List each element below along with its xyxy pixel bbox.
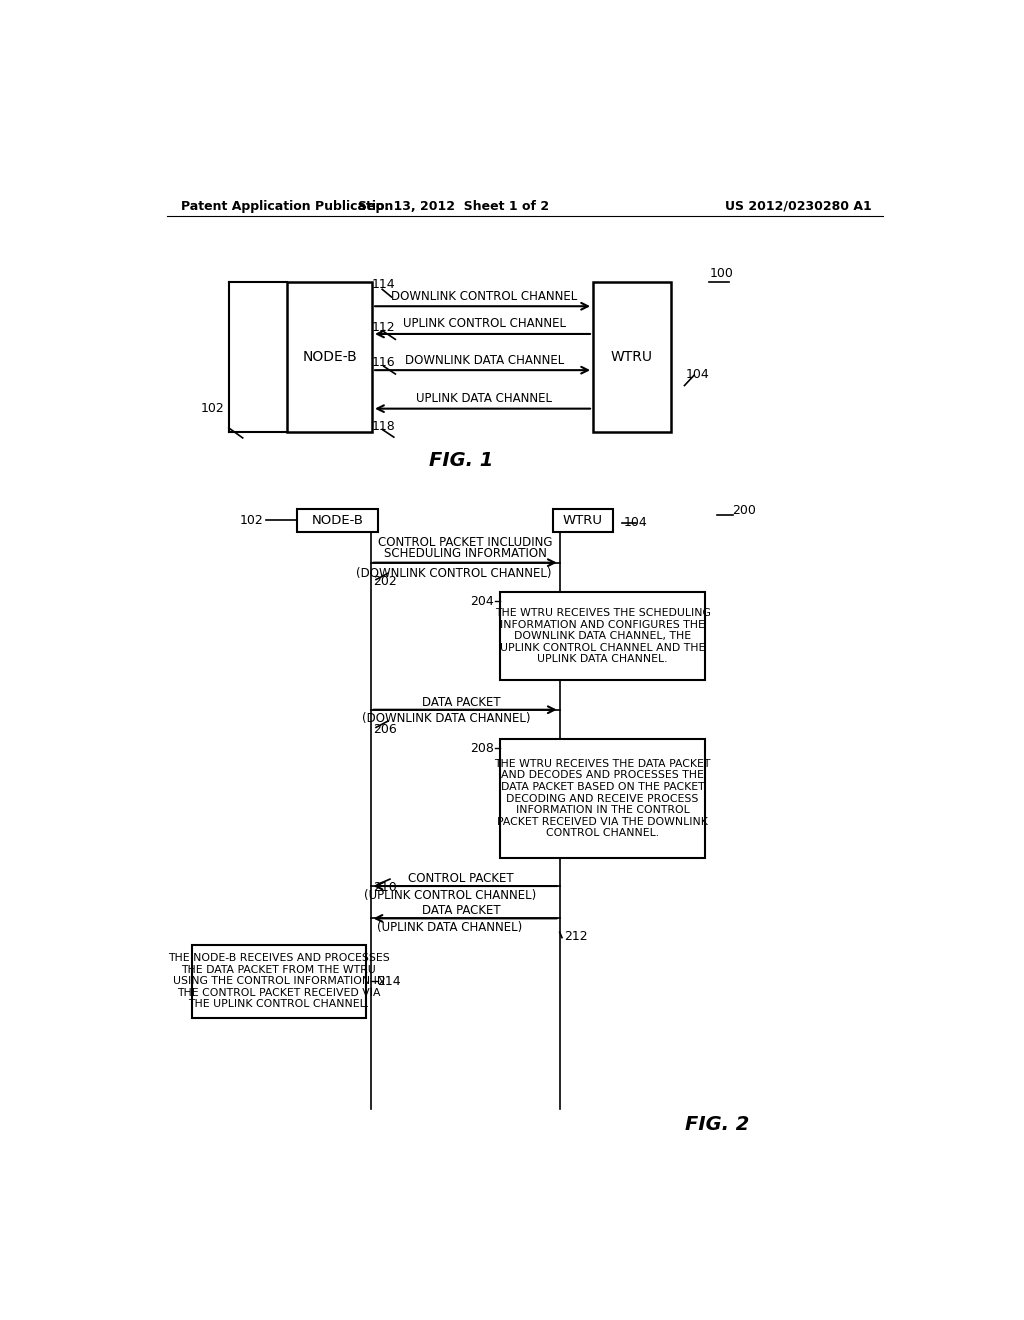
Text: DATA PACKET: DATA PACKET <box>422 696 501 709</box>
Text: 118: 118 <box>372 420 396 433</box>
Text: 114: 114 <box>372 279 395 292</box>
Bar <box>553 508 613 532</box>
Text: DOWNLINK DATA CHANNEL: DOWNLINK DATA CHANNEL <box>404 354 564 367</box>
Text: 214: 214 <box>378 974 401 987</box>
Text: 206: 206 <box>373 723 396 737</box>
Text: CONTROL PACKET: CONTROL PACKET <box>409 871 514 884</box>
Text: 212: 212 <box>564 931 588 944</box>
Text: THE NODE-B RECEIVES AND PROCESSES
THE DATA PACKET FROM THE WTRU
USING THE CONTRO: THE NODE-B RECEIVES AND PROCESSES THE DA… <box>168 953 389 1010</box>
Text: 202: 202 <box>373 576 396 589</box>
Text: 102: 102 <box>240 513 263 527</box>
Text: FIG. 2: FIG. 2 <box>685 1115 750 1134</box>
Text: DATA PACKET: DATA PACKET <box>422 904 501 917</box>
Text: (UPLINK CONTROL CHANNEL): (UPLINK CONTROL CHANNEL) <box>364 888 536 902</box>
Bar <box>191 945 366 1018</box>
Text: 210: 210 <box>373 880 396 894</box>
Bar <box>593 281 671 432</box>
Text: US 2012/0230280 A1: US 2012/0230280 A1 <box>725 199 872 213</box>
Text: DOWNLINK CONTROL CHANNEL: DOWNLINK CONTROL CHANNEL <box>391 289 578 302</box>
Text: (DOWNLINK DATA CHANNEL): (DOWNLINK DATA CHANNEL) <box>361 713 530 726</box>
Text: NODE-B: NODE-B <box>311 513 364 527</box>
Text: WTRU: WTRU <box>563 513 603 527</box>
Bar <box>287 281 372 432</box>
Bar <box>500 739 706 858</box>
Text: CONTROL PACKET INCLUDING: CONTROL PACKET INCLUDING <box>378 536 552 549</box>
Bar <box>500 591 706 681</box>
Text: THE WTRU RECEIVES THE DATA PACKET
AND DECODES AND PROCESSES THE
DATA PACKET BASE: THE WTRU RECEIVES THE DATA PACKET AND DE… <box>495 759 711 838</box>
Text: WTRU: WTRU <box>610 350 652 364</box>
Text: Sep. 13, 2012  Sheet 1 of 2: Sep. 13, 2012 Sheet 1 of 2 <box>358 199 549 213</box>
Text: FIG. 1: FIG. 1 <box>429 450 494 470</box>
Text: THE WTRU RECEIVES THE SCHEDULING
INFORMATION AND CONFIGURES THE
DOWNLINK DATA CH: THE WTRU RECEIVES THE SCHEDULING INFORMA… <box>495 609 711 664</box>
Text: 112: 112 <box>372 321 395 334</box>
Text: UPLINK CONTROL CHANNEL: UPLINK CONTROL CHANNEL <box>403 317 566 330</box>
Text: 104: 104 <box>686 367 710 380</box>
Bar <box>297 508 378 532</box>
Text: 204: 204 <box>470 594 494 607</box>
Text: 200: 200 <box>732 504 757 517</box>
Text: 104: 104 <box>624 516 648 529</box>
Text: 208: 208 <box>470 742 494 755</box>
Text: 116: 116 <box>372 356 395 370</box>
Text: NODE-B: NODE-B <box>302 350 357 364</box>
Text: 100: 100 <box>710 268 733 280</box>
Text: (UPLINK DATA CHANNEL): (UPLINK DATA CHANNEL) <box>377 921 522 935</box>
Text: (DOWNLINK CONTROL CHANNEL): (DOWNLINK CONTROL CHANNEL) <box>355 566 551 579</box>
Text: SCHEDULING INFORMATION: SCHEDULING INFORMATION <box>384 546 547 560</box>
Text: 102: 102 <box>201 403 225 416</box>
Text: Patent Application Publication: Patent Application Publication <box>180 199 393 213</box>
Text: UPLINK DATA CHANNEL: UPLINK DATA CHANNEL <box>417 392 553 405</box>
